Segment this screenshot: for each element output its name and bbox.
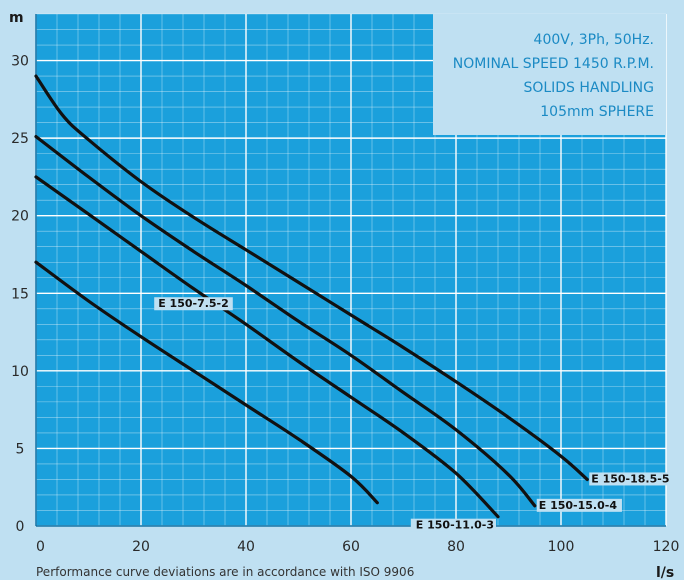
- curve-line: [34, 175, 500, 519]
- x-axis-label: l/s: [656, 565, 674, 580]
- y-tick-label: 20: [11, 209, 29, 225]
- y-axis-label: m: [9, 10, 24, 26]
- curve-label: E 150-15.0-4: [539, 499, 618, 512]
- y-tick-label: 30: [11, 54, 29, 70]
- curve-label: E 150-7.5-2: [158, 297, 229, 310]
- curve-line: [34, 260, 379, 505]
- y-axis-ticks: 0 5 10 15 20 25 30: [11, 54, 29, 535]
- annotation-line: SOLIDS HANDLING: [523, 80, 654, 96]
- curve-line: [34, 74, 589, 482]
- annotation-notes: 400V, 3Ph, 50Hz. NOMINAL SPEED 1450 R.P.M…: [453, 32, 654, 120]
- footnote: Performance curve deviations are in acco…: [36, 565, 414, 579]
- x-axis-ticks: 0 20 40 60 80 100 120: [36, 539, 679, 555]
- curve-label: E 150-11.0-3: [416, 519, 494, 532]
- x-tick-label: 20: [132, 539, 150, 555]
- curve-label-bg: [410, 518, 496, 532]
- annotation-line: NOMINAL SPEED 1450 R.P.M.: [453, 56, 654, 72]
- curves: E 150-18.5-5 E 150-15.0-4 E 150-11.0-3 E 15…: [34, 74, 675, 532]
- curve-label: E 150-18.5-5: [591, 472, 669, 485]
- curve-label-bg: [536, 498, 622, 512]
- x-tick-label: 40: [237, 539, 255, 555]
- x-tick-label: 0: [36, 539, 45, 555]
- x-tick-label: 100: [548, 539, 575, 555]
- x-tick-label: 80: [447, 539, 465, 555]
- annotation-line: 105mm SPHERE: [540, 104, 654, 120]
- annotation-box: [433, 14, 666, 135]
- curve-line: [34, 135, 537, 508]
- curve-label-bg: [154, 297, 233, 311]
- y-tick-label: 15: [11, 286, 29, 302]
- x-tick-label: 120: [653, 539, 680, 555]
- y-tick-label: 25: [11, 131, 29, 147]
- annotation-line: 400V, 3Ph, 50Hz.: [534, 32, 654, 48]
- curve-label-bg: [589, 472, 675, 486]
- x-tick-label: 60: [342, 539, 360, 555]
- y-tick-label: 5: [16, 441, 25, 457]
- y-tick-label: 10: [11, 364, 29, 380]
- y-tick-label: 0: [16, 519, 25, 535]
